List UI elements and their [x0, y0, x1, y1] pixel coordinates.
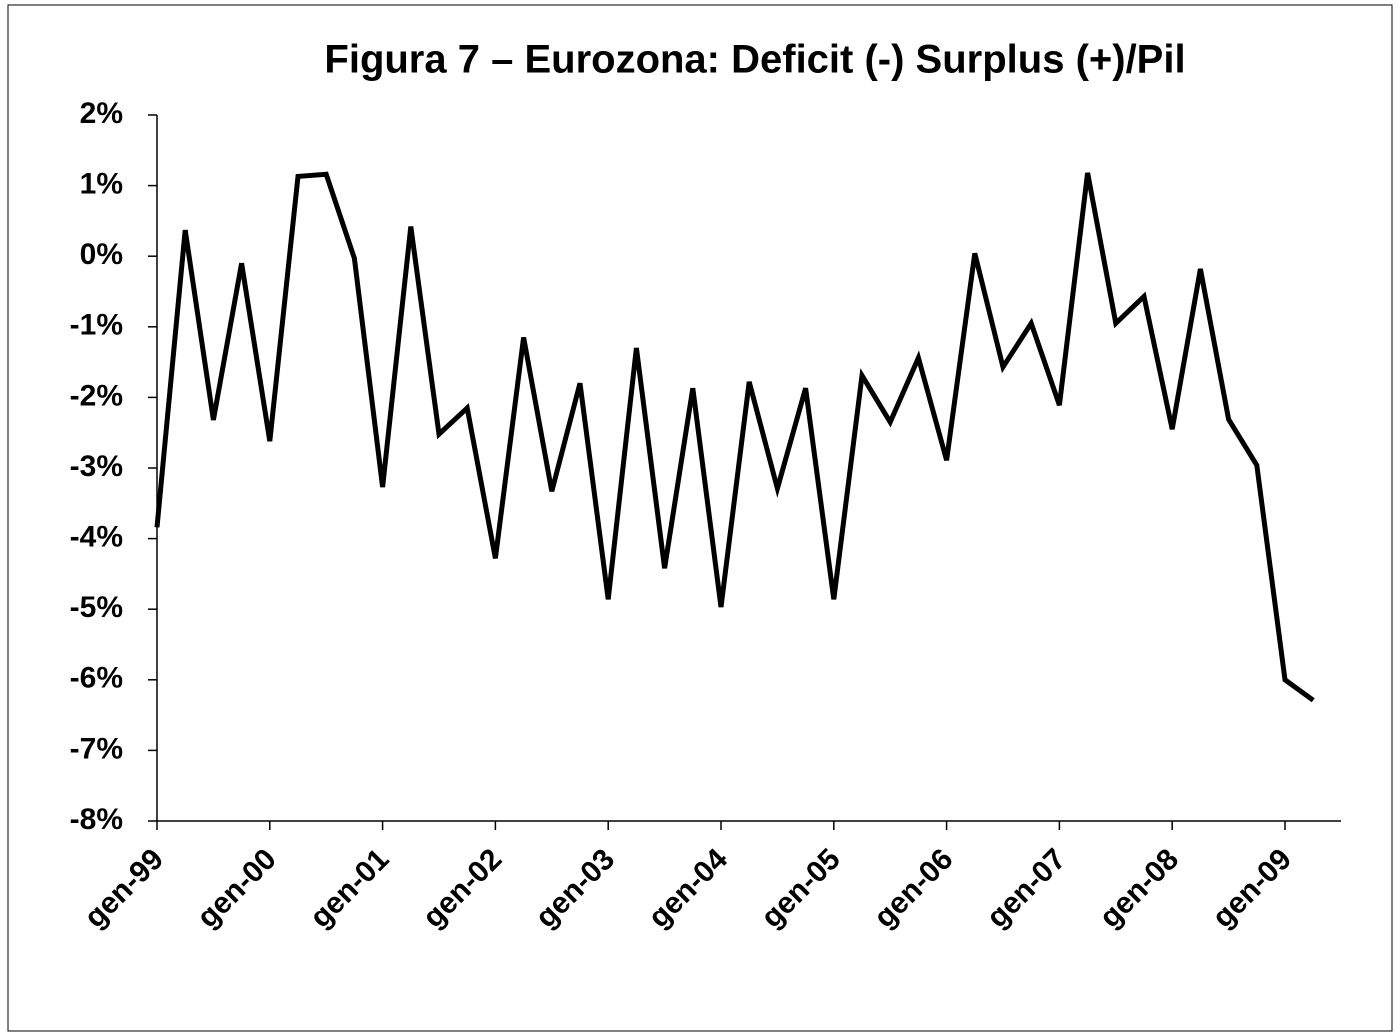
y-tick-label: -1%: [70, 309, 123, 342]
y-tick-label: 1%: [80, 168, 123, 201]
x-tick-label: gen-02: [417, 843, 509, 935]
x-tick-label: gen-03: [529, 843, 621, 935]
x-tick-label: gen-06: [868, 843, 960, 935]
chart-border: [7, 4, 1393, 1032]
x-tick-label: gen-05: [755, 843, 847, 935]
chart-title: Figura 7 – Eurozona: Deficit (-) Surplus…: [324, 38, 1185, 82]
x-tick-label: gen-09: [1206, 843, 1298, 935]
x-tick-label: gen-99: [78, 843, 170, 935]
y-tick-label: -3%: [70, 450, 123, 483]
y-tick-label: -7%: [70, 732, 123, 765]
y-tick-label: -4%: [70, 521, 123, 554]
x-tick-label: gen-04: [642, 842, 734, 934]
data-line: [154, 171, 1315, 703]
x-tick-label: gen-00: [191, 843, 283, 935]
y-tick-label: 2%: [80, 97, 123, 130]
y-tick-label: 0%: [80, 238, 123, 271]
x-tick-label: gen-08: [1093, 843, 1185, 935]
y-tick-label: -2%: [70, 379, 123, 412]
x-tick-label: gen-01: [304, 843, 396, 935]
x-tick-label: gen-07: [981, 843, 1073, 935]
y-tick-label: -5%: [70, 591, 123, 624]
y-tick-label: -8%: [70, 803, 123, 836]
y-tick-label: -6%: [70, 662, 123, 695]
